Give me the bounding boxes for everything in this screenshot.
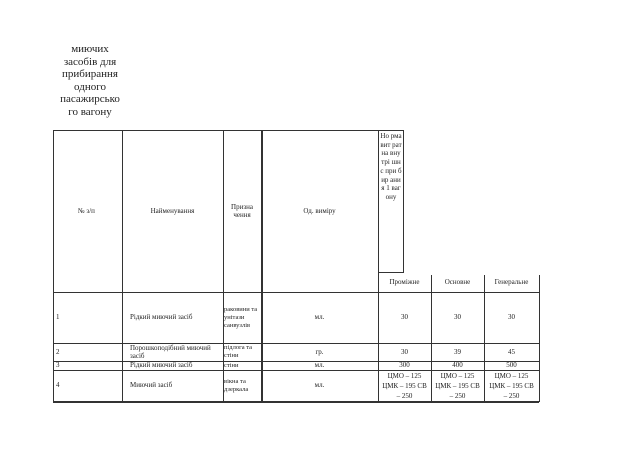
row-number: 4	[56, 381, 60, 390]
row-name: Рідкий миючий засіб	[130, 313, 193, 322]
header-name: Найменування	[150, 206, 195, 215]
header-number: № з/п	[78, 206, 95, 215]
row-number: 3	[56, 361, 60, 370]
row-purpose: вікна та дзеркала	[224, 377, 249, 393]
header-norm: Но рма вит рат на вну трі шн с при бир а…	[378, 130, 404, 273]
row-value-general: 45	[508, 347, 515, 356]
header-unit: Од. виміру	[303, 206, 336, 215]
row-value-intermediate: 30	[401, 313, 408, 322]
row-value-intermediate: 300	[399, 361, 410, 370]
row-unit: мл.	[314, 381, 325, 390]
row-value-basic: 400	[452, 361, 463, 370]
row-value-general: 500	[506, 361, 517, 370]
row-name: Миючий засіб	[130, 381, 173, 390]
row-number: 2	[56, 347, 60, 356]
row-purpose: раковини та унітази санвузлів	[224, 305, 258, 329]
header-intermediate: Проміжне	[389, 278, 420, 287]
row-name: Рідкий миючий засіб	[130, 361, 193, 370]
row-number: 1	[56, 313, 60, 322]
row-value-basic: 39	[454, 347, 461, 356]
row-unit: мл.	[314, 361, 325, 370]
row-value-general: 30	[508, 313, 515, 322]
row-value-basic: 30	[454, 313, 461, 322]
row-value-basic: ЦМО – 125 ЦМК – 195 СВ – 250	[435, 371, 480, 400]
row-name: Порошкоподібний миючий засіб	[130, 343, 211, 361]
row-value-intermediate: 30	[401, 347, 408, 356]
header-general: Генеральне	[494, 278, 529, 287]
row-purpose: стіни	[224, 361, 239, 369]
document-title: миючих засобів для прибирання одного пас…	[60, 43, 120, 118]
row-unit: гр.	[315, 347, 324, 356]
row-value-intermediate: ЦМО – 125 ЦМК – 195 СВ – 250	[382, 371, 427, 400]
header-purpose: Призна чення	[231, 202, 253, 220]
header-basic: Основне	[444, 278, 471, 287]
row-value-general: ЦМО – 125 ЦМК – 195 СВ – 250	[489, 371, 534, 400]
row-purpose: підлога та стіни	[224, 344, 253, 359]
row-unit: мл.	[314, 313, 325, 322]
